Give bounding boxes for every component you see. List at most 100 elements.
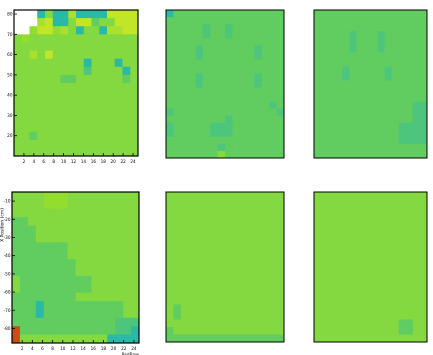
heatmap-cell [67,250,76,260]
heatmap-cell [261,129,270,138]
heatmap-cell [76,26,85,35]
heatmap-cell [363,274,371,283]
heatmap-cell [247,17,255,25]
heatmap-cell [195,252,204,260]
heatmap-cell [370,214,378,223]
heatmap-cell [37,107,46,116]
heatmap-cell [247,87,255,95]
heatmap-cell [276,327,285,335]
heatmap-cell [107,326,116,335]
heatmap-cell [83,217,92,226]
heatmap-cell [91,50,100,60]
heatmap-cell [321,115,329,124]
heatmap-cell [363,87,371,95]
heatmap-cell [384,199,393,208]
heatmap-cell [68,58,77,68]
heatmap-cell [195,199,204,208]
heatmap-cell [45,66,54,76]
heatmap-cell [349,199,357,208]
heatmap-cell [225,289,233,298]
heatmap-cell [91,309,100,319]
heatmap-cell [29,115,38,124]
heatmap-cell [384,312,393,320]
heatmap-cell [335,115,343,124]
heatmap-cell [370,252,378,260]
heatmap-cell [254,38,263,46]
heatmap-cell [99,26,108,35]
heatmap-cell [363,38,371,46]
heatmap-cell [45,42,54,51]
heatmap-cell [131,309,140,319]
heatmap-cell [269,222,277,230]
heatmap-cell [217,327,226,335]
heatmap-cell [314,80,322,88]
heatmap-cell [131,242,140,252]
heatmap-cell [239,327,248,335]
heatmap-cell [83,200,92,210]
heatmap-cell [419,94,428,102]
x-tick-label: 22 [121,346,127,351]
heatmap-cell [239,87,248,95]
heatmap-cell [412,199,421,208]
heatmap-cell [391,244,400,253]
heatmap-cell [363,222,371,230]
heatmap-cell [107,99,116,108]
heatmap-cell [173,59,182,67]
y-tick-label: 40 [7,93,13,98]
heatmap-cell [239,229,248,238]
heatmap-cell [391,10,400,18]
heatmap-cell [180,297,189,305]
heatmap-cell [180,52,189,60]
heatmap-cell [45,139,54,149]
heatmap-cell [51,242,60,252]
heatmap-cell [107,200,116,210]
heatmap-cell [239,274,248,283]
heatmap-cell [217,222,226,230]
heatmap-cell [321,252,329,260]
heatmap-cell [99,50,108,60]
heatmap-cell [51,200,60,210]
heatmap-cell [412,24,421,32]
heatmap-cell [91,301,100,310]
heatmap-cell [210,150,218,159]
heatmap-cell [37,34,46,43]
heatmap-cell [377,129,385,138]
heatmap-cell [217,31,226,39]
heatmap-cell [342,115,350,124]
heatmap-cell [123,250,132,260]
heatmap-cell [83,66,92,76]
heatmap-cell [349,244,357,253]
heatmap-cell [419,73,428,81]
heatmap-cell [254,66,263,74]
heatmap-cell [269,80,277,88]
heatmap-cell [173,150,182,159]
heatmap-cell [321,59,329,67]
heatmap-cell [356,297,364,305]
heatmap-cell [217,237,226,245]
heatmap-cell [232,259,241,268]
heatmap-cell [405,327,414,335]
heatmap-cell [363,52,371,60]
heatmap-cell [99,115,108,124]
heatmap-cell [321,52,329,60]
heatmap-cell [321,319,329,328]
heatmap-cell [384,289,393,298]
heatmap-cell [412,237,421,245]
heatmap-cell [412,259,421,268]
heatmap-cell [254,334,263,343]
heatmap-cell [115,317,124,327]
heatmap-cell [107,42,116,51]
heatmap-cell [335,319,343,328]
heatmap-cell [173,304,182,313]
heatmap-cell [202,334,211,343]
heatmap-cell [269,312,277,320]
heatmap-cell [269,237,277,245]
heatmap-cell [328,282,336,290]
heatmap-cell [377,252,385,260]
heatmap-cell [43,267,53,277]
heatmap-cell [370,222,378,230]
heatmap-cell [261,244,270,253]
heatmap-cell [166,38,174,46]
heatmap-cell [107,34,116,43]
heatmap-cell [122,147,131,157]
